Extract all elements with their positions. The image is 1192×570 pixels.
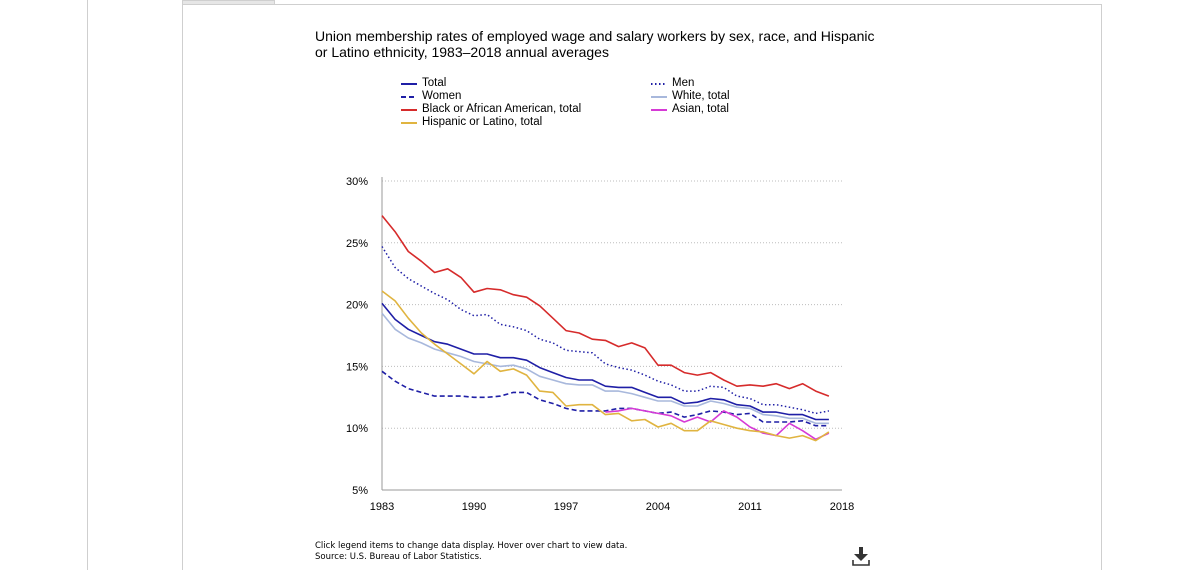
legend-item-white[interactable]: White, total — [651, 90, 730, 103]
footnote: Click legend items to change data displa… — [315, 541, 627, 563]
legend-label-asian: Asian, total — [672, 103, 729, 115]
legend-item-black[interactable]: Black or African American, total — [401, 103, 581, 116]
legend-label-men: Men — [672, 77, 695, 89]
legend-label-total: Total — [422, 77, 447, 89]
legend-item-hispanic[interactable]: Hispanic or Latino, total — [401, 116, 542, 129]
legend-swatch-hispanic — [401, 122, 417, 124]
legend-item-asian[interactable]: Asian, total — [651, 103, 729, 116]
legend-label-women: Women — [422, 90, 462, 102]
legend-item-men[interactable]: Men — [651, 77, 694, 90]
chart-title: Union membership rates of employed wage … — [315, 28, 875, 60]
legend-label-hispanic: Hispanic or Latino, total — [422, 116, 543, 128]
legend-swatch-black — [401, 109, 417, 111]
footnote-instructions: Click legend items to change data displa… — [315, 541, 628, 551]
legend-swatch-white — [651, 96, 667, 98]
footnote-source: Source: U.S. Bureau of Labor Statistics. — [315, 552, 482, 562]
tab-stub[interactable] — [182, 0, 275, 4]
legend-swatch-women — [401, 96, 417, 98]
download-button[interactable] — [850, 545, 872, 567]
legend-item-total[interactable]: Total — [401, 77, 446, 90]
legend-label-white: White, total — [672, 90, 730, 102]
legend-swatch-total — [401, 83, 417, 85]
download-icon — [852, 547, 870, 566]
legend-label-black: Black or African American, total — [422, 103, 582, 115]
legend-swatch-asian — [651, 109, 667, 111]
chart-frame — [182, 4, 1102, 570]
legend-item-women[interactable]: Women — [401, 90, 461, 103]
legend-swatch-men — [651, 83, 667, 85]
left-divider — [87, 0, 88, 570]
